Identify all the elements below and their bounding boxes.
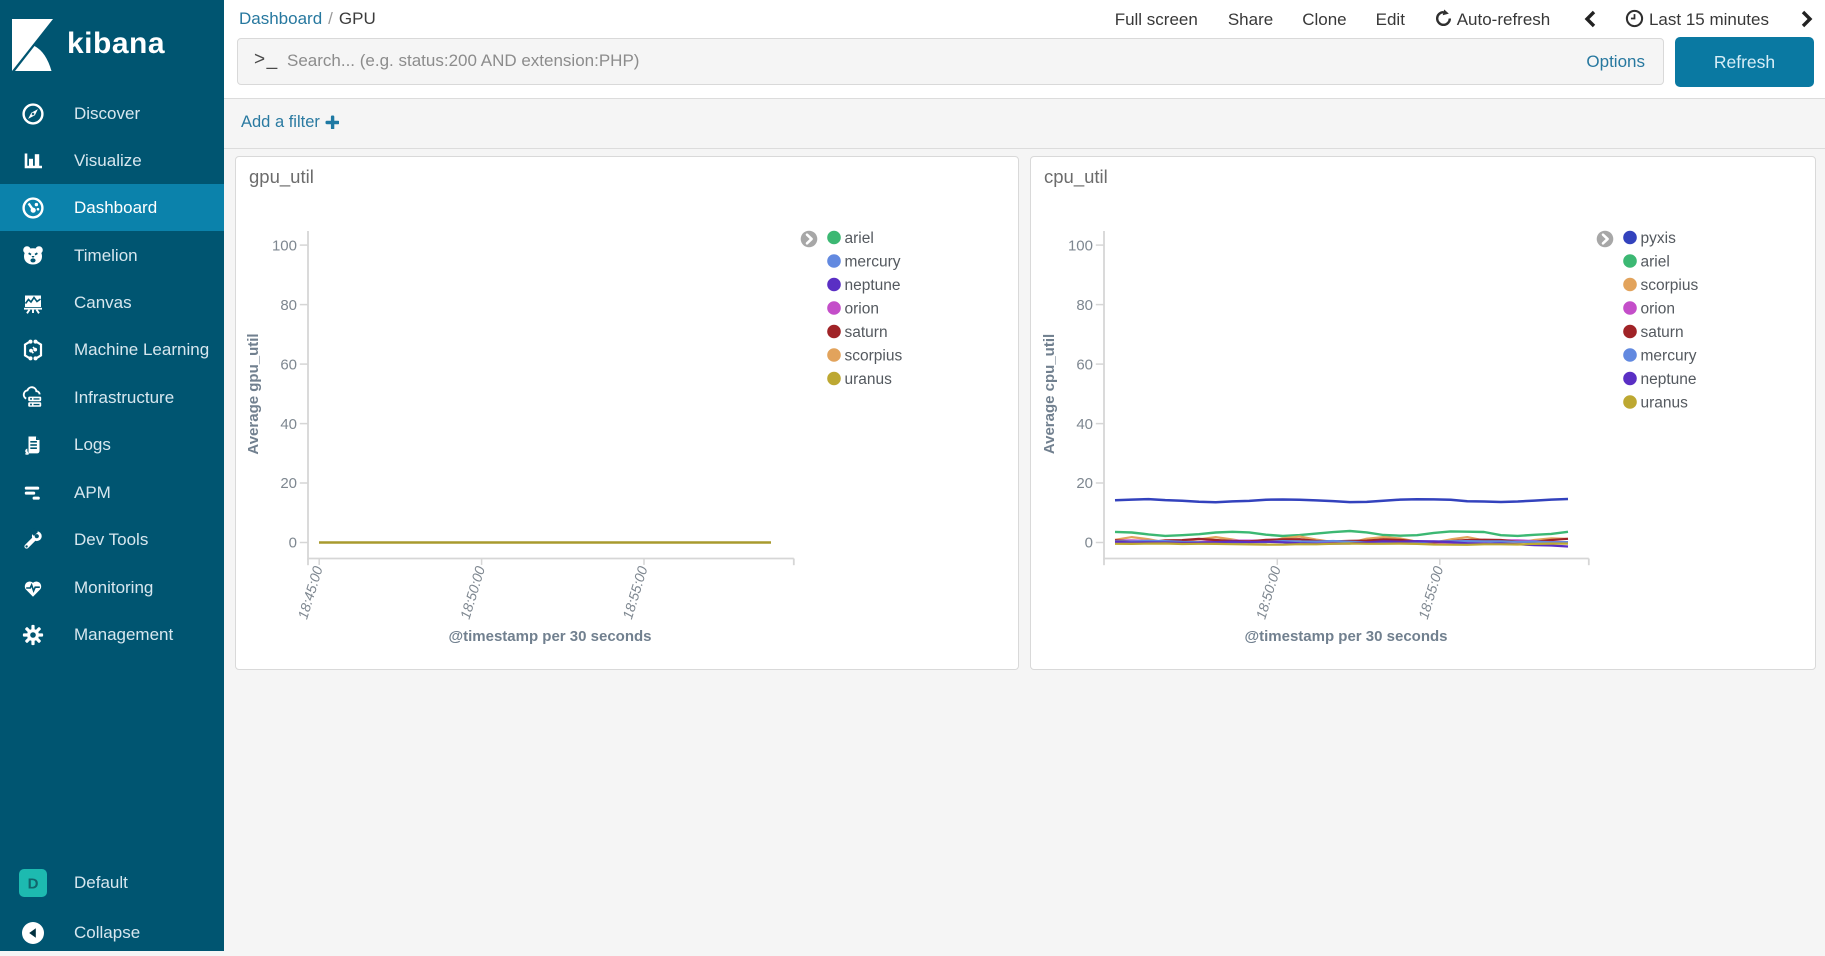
svg-text:80: 80 xyxy=(1076,297,1093,314)
svg-text:neptune: neptune xyxy=(1641,371,1697,388)
svg-text:40: 40 xyxy=(280,416,297,433)
svg-text:18:55:00: 18:55:00 xyxy=(619,564,650,621)
svg-text:scorpius: scorpius xyxy=(1641,277,1699,294)
svg-text:mercury: mercury xyxy=(1641,348,1697,365)
svg-text:saturn: saturn xyxy=(1641,324,1684,341)
svg-text:D: D xyxy=(28,876,39,893)
svg-text:orion: orion xyxy=(1641,301,1675,318)
svg-text:@timestamp per 30 seconds: @timestamp per 30 seconds xyxy=(448,628,651,645)
svg-text:100: 100 xyxy=(1068,237,1093,254)
svg-text:scorpius: scorpius xyxy=(845,348,903,365)
svg-text:orion: orion xyxy=(845,301,879,318)
svg-text:18:55:00: 18:55:00 xyxy=(1415,564,1446,621)
svg-text:100: 100 xyxy=(272,237,297,254)
svg-text:uranus: uranus xyxy=(845,371,893,388)
svg-text:ariel: ariel xyxy=(1641,254,1670,271)
svg-text:40: 40 xyxy=(1076,416,1093,433)
svg-text:20: 20 xyxy=(280,475,297,492)
svg-text:Average gpu_util: Average gpu_util xyxy=(245,333,262,454)
svg-text:60: 60 xyxy=(280,356,297,373)
svg-text:Average cpu_util: Average cpu_util xyxy=(1041,334,1058,454)
svg-text:18:50:00: 18:50:00 xyxy=(1253,564,1284,621)
svg-text:saturn: saturn xyxy=(845,324,888,341)
svg-text:mercury: mercury xyxy=(845,254,901,271)
svg-text:uranus: uranus xyxy=(1641,395,1689,412)
svg-text:pyxis: pyxis xyxy=(1641,230,1677,247)
svg-text:18:50:00: 18:50:00 xyxy=(457,564,488,621)
svg-text:20: 20 xyxy=(1076,475,1093,492)
svg-text:neptune: neptune xyxy=(845,277,901,294)
svg-text:0: 0 xyxy=(1085,535,1093,552)
svg-text:80: 80 xyxy=(280,297,297,314)
svg-text:18:45:00: 18:45:00 xyxy=(294,564,325,621)
svg-text:0: 0 xyxy=(289,535,297,552)
svg-text:60: 60 xyxy=(1076,356,1093,373)
svg-text:ariel: ariel xyxy=(845,230,874,247)
svg-text:@timestamp per 30 seconds: @timestamp per 30 seconds xyxy=(1244,628,1447,645)
